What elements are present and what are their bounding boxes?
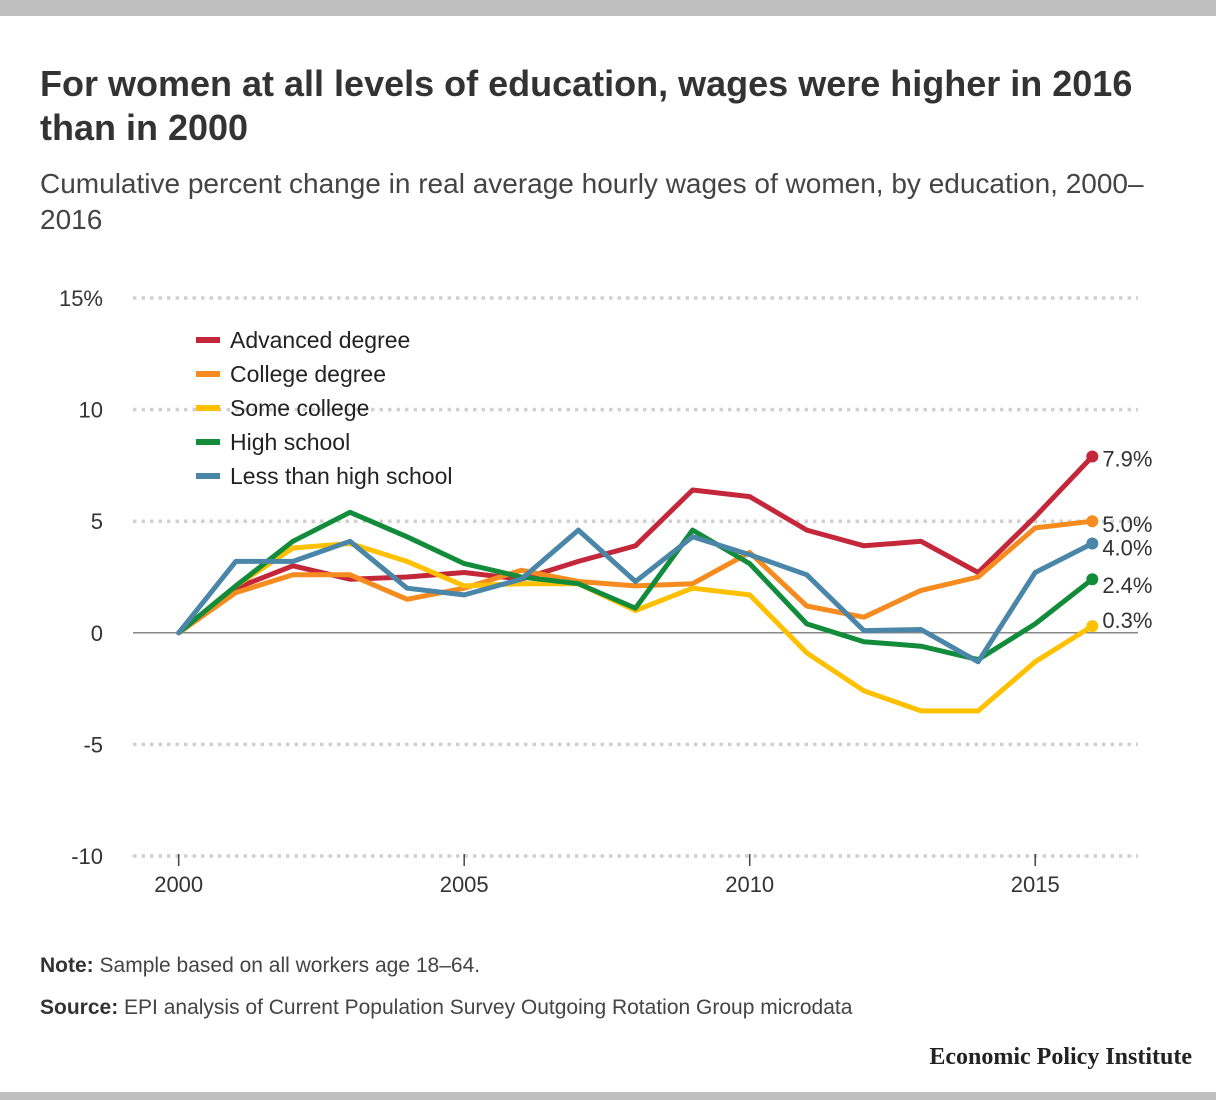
y-tick-label: -5 — [83, 732, 103, 757]
series-end-point — [1086, 515, 1099, 528]
series-line-2 — [176, 518, 1095, 636]
series-end-label: 7.9% — [1102, 446, 1152, 471]
x-axis-ticks: 2000 2005 2010 2015 — [154, 854, 1060, 897]
chart-title: For women at all levels of education, wa… — [40, 63, 1133, 148]
line-chart: 15% 10 5 0 -5 -10 2000 2005 2010 2015 7.9% 5.0% 0.… — [59, 286, 1153, 897]
series-end-point — [1086, 450, 1099, 463]
legend-label: Advanced degree — [230, 327, 410, 353]
x-tick-label: 2010 — [725, 872, 774, 897]
series-end-points — [1086, 450, 1099, 633]
x-tick-label: 2000 — [154, 872, 203, 897]
y-axis-ticks: 15% 10 5 0 -5 -10 — [59, 286, 103, 869]
x-tick-label: 2015 — [1011, 872, 1060, 897]
series-end-point — [1086, 573, 1099, 586]
series-line-5 — [176, 527, 1095, 665]
bottom-border — [0, 1092, 1216, 1100]
source-label: Source: — [40, 996, 119, 1019]
series-end-label: 2.4% — [1102, 573, 1152, 598]
series-end-point — [1086, 620, 1099, 633]
brand-logo-text: Economic Policy Institute — [929, 1044, 1192, 1070]
y-tick-label: 0 — [91, 621, 103, 646]
y-tick-label: 5 — [91, 509, 103, 534]
source-text: EPI analysis of Current Population Surve… — [124, 996, 853, 1019]
series-end-labels: 7.9% 5.0% 0.3% 2.4% 4.0% — [1102, 446, 1152, 633]
note-label: Note: — [40, 954, 94, 977]
legend: Advanced degree College degree Some colleg… — [196, 327, 453, 489]
y-tick-label: 10 — [79, 398, 103, 423]
x-tick-label: 2005 — [440, 872, 489, 897]
top-border — [0, 0, 1216, 16]
legend-label: College degree — [230, 361, 386, 387]
series-end-point — [1086, 537, 1099, 550]
y-tick-label: 15% — [59, 286, 103, 311]
series-end-label: 0.3% — [1102, 608, 1152, 633]
grid-lines — [133, 296, 1138, 858]
series-end-label: 4.0% — [1102, 536, 1152, 561]
chart-subtitle: Cumulative percent change in real averag… — [40, 168, 1144, 235]
chart-note: Note: Sample based on all workers age 18… — [40, 952, 480, 980]
note-text: Sample based on all workers age 18–64. — [99, 954, 481, 977]
series-line-4 — [176, 509, 1095, 663]
series-lines — [176, 454, 1095, 714]
series-end-label: 5.0% — [1102, 512, 1152, 537]
legend-label: Less than high school — [230, 463, 453, 489]
legend-label: High school — [230, 429, 350, 455]
chart-source: Source: EPI analysis of Current Populati… — [40, 994, 852, 1022]
y-tick-label: -10 — [71, 844, 103, 869]
legend-label: Some college — [230, 395, 369, 421]
